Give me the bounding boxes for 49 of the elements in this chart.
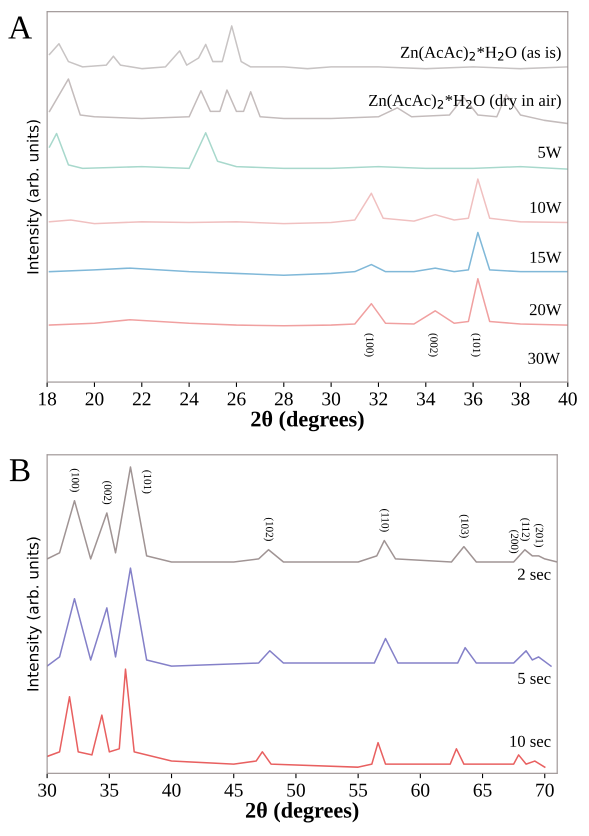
series-label: 2 sec [518, 568, 551, 580]
x-tick-label: 34 [417, 392, 436, 406]
annotation: (201) [533, 524, 544, 548]
x-tick-label: 35 [100, 784, 118, 797]
x-tick-label: 30 [38, 784, 56, 797]
annotation: (110) [379, 509, 390, 532]
annotation: 30W [528, 352, 560, 364]
series-label: 10W [530, 202, 562, 214]
series-label: 5W [538, 146, 562, 158]
annotation: (200) [508, 530, 519, 554]
x-tick-label: 18 [39, 392, 56, 406]
x-tick-label: 22 [132, 392, 150, 406]
series-label: Zn(AcAc)$_{2}$*H$_{2}$O (dry in air) [369, 94, 561, 110]
annotation: (101) [470, 333, 481, 357]
x-tick-label: 26 [228, 392, 246, 406]
annotation: (100) [364, 333, 374, 357]
series-label: 5 sec [518, 672, 551, 684]
chart-title: A [8, 16, 32, 39]
series-label: 20W [530, 304, 562, 316]
x-tick-label: 40 [558, 392, 577, 406]
x-tick-label: 60 [411, 784, 430, 797]
series-label: Zn(AcAc)$_{2}$*H$_{2}$O (as is) [400, 46, 561, 62]
y-axis-title: Intensity (arb. units) [26, 537, 42, 690]
x-tick-label: 50 [287, 784, 305, 797]
annotation: (102) [264, 518, 274, 541]
y-axis-title: Intensity (arb. units) [26, 120, 42, 274]
x-tick-label: 45 [224, 784, 243, 797]
x-axis-title: 2θ (degrees) [251, 410, 364, 432]
x-axis-title: 2θ (degrees) [246, 802, 358, 822]
annotation: (112) [520, 518, 530, 541]
series-label: 15W [530, 252, 562, 264]
x-tick-label: 38 [512, 392, 530, 406]
chart-title: B [10, 459, 30, 482]
x-tick-label: 24 [180, 392, 199, 406]
series-label: 10 sec [510, 736, 551, 747]
x-tick-label: 40 [162, 784, 181, 797]
x-tick-label: 55 [350, 784, 368, 797]
x-tick-label: 70 [536, 784, 554, 797]
annotation: (103) [458, 514, 469, 538]
x-tick-label: 20 [86, 392, 104, 406]
annotation: (002) [428, 333, 438, 357]
x-tick-label: 36 [464, 392, 482, 406]
annotation: (002) [102, 481, 112, 504]
annotation: (100) [69, 468, 80, 492]
annotation: (101) [142, 470, 152, 494]
x-tick-label: 32 [370, 392, 388, 406]
x-tick-label: 28 [274, 392, 293, 406]
x-tick-label: 30 [322, 392, 340, 406]
x-tick-label: 65 [474, 784, 492, 797]
